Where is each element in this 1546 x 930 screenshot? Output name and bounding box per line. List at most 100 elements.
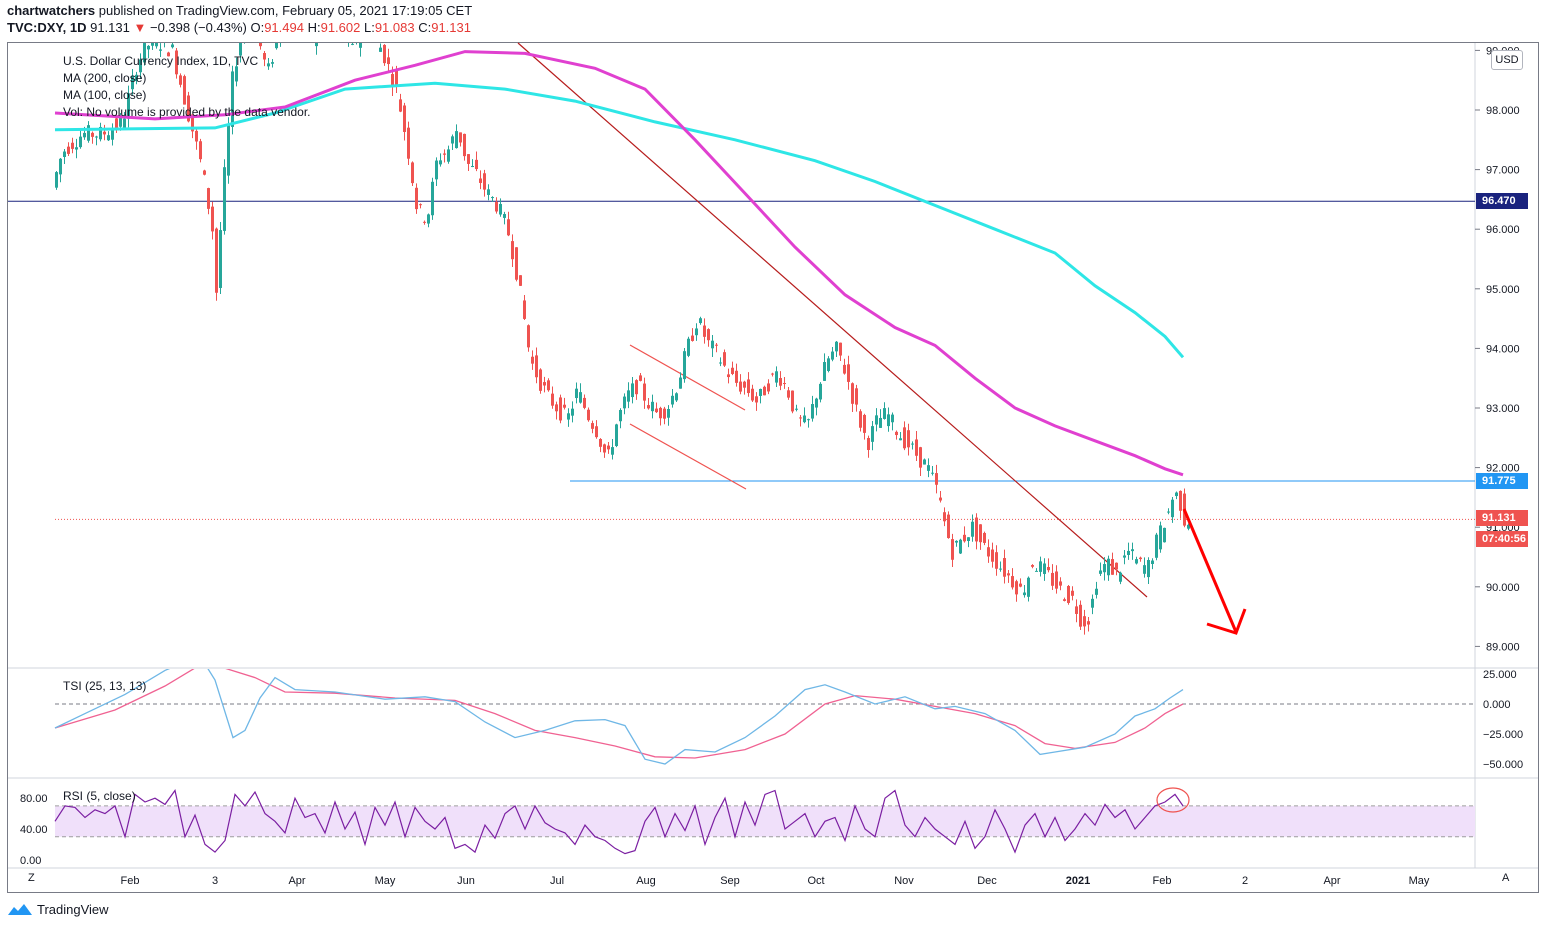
footer-brand[interactable]: TradingView <box>7 902 109 917</box>
candle-body <box>59 158 62 175</box>
candle-body <box>951 539 954 560</box>
currency-button[interactable]: USD <box>1491 50 1523 70</box>
candle-body <box>911 443 914 445</box>
candle-body <box>267 63 270 67</box>
candle-body <box>315 43 318 47</box>
published-text: published on TradingView.com, February 0… <box>98 3 473 18</box>
candle-body <box>483 173 486 190</box>
candle-body <box>1107 558 1110 576</box>
candle-body <box>427 214 430 224</box>
candle-body <box>67 146 70 154</box>
auto-scale-button[interactable]: A <box>1502 872 1510 884</box>
candle-body <box>627 390 630 402</box>
time-axis-tick: Feb <box>121 875 140 887</box>
candle-body <box>275 43 278 49</box>
candle-body <box>779 378 782 386</box>
legend-ma200[interactable]: MA (200, close) <box>63 71 147 85</box>
candle-body <box>827 358 830 371</box>
candle-body <box>455 131 458 149</box>
candle-body <box>1023 592 1026 596</box>
candle-body <box>303 29 306 36</box>
symbol-label: TVC:DXY, 1D <box>7 20 87 35</box>
rsi-axis-tick: 0.00 <box>20 855 41 867</box>
candle-body <box>811 404 814 419</box>
candle-body <box>499 203 502 215</box>
candle-body <box>919 447 922 468</box>
candle-body <box>867 437 870 450</box>
publisher-name[interactable]: chartwatchers <box>7 3 96 18</box>
candle-body <box>1091 598 1094 608</box>
candle-body <box>1103 564 1106 573</box>
candle-body <box>491 197 494 199</box>
price-change: −0.398 (−0.43%) <box>149 20 247 35</box>
candle-body <box>647 405 650 409</box>
price-axis-tick: 89.000 <box>1486 641 1520 653</box>
tsi-signal-line <box>54 669 1184 759</box>
legend-ma100[interactable]: MA (100, close) <box>63 88 147 102</box>
candle-body <box>475 159 478 170</box>
candle-body <box>1047 567 1050 571</box>
legend-vol[interactable]: Vol: No volume is provided by the data v… <box>63 105 311 119</box>
candle-body <box>207 188 210 209</box>
candle-body <box>947 514 950 539</box>
open-label: O: <box>250 20 265 35</box>
candle-body <box>799 417 802 419</box>
high-value: 91.602 <box>320 20 361 35</box>
candle-body <box>167 52 170 57</box>
candle-body <box>755 396 758 403</box>
candle-body <box>107 135 110 141</box>
legend-rsi[interactable]: RSI (5, close) <box>63 789 136 803</box>
candle-body <box>659 407 662 419</box>
candle-body <box>551 393 554 406</box>
candle-body <box>479 178 482 183</box>
candle-body <box>607 445 610 450</box>
candle-body <box>287 23 290 24</box>
candle-body <box>411 162 414 184</box>
candle-body <box>795 408 798 410</box>
candle-body <box>227 124 230 176</box>
candle-body <box>1015 581 1018 595</box>
candle-body <box>835 341 838 352</box>
candle-body <box>987 547 990 557</box>
candle-body <box>1059 581 1062 586</box>
zoom-reset-button[interactable]: Z <box>28 872 35 884</box>
candle-body <box>519 275 522 286</box>
candle-body <box>747 379 750 394</box>
time-axis-tick: May <box>1409 875 1430 887</box>
candle-body <box>1167 511 1170 513</box>
candle-body <box>995 552 998 569</box>
candle-body <box>175 50 178 75</box>
open-value: 91.494 <box>264 20 304 35</box>
candle-body <box>127 93 130 119</box>
candle-body <box>515 247 518 280</box>
candle-body <box>139 59 142 73</box>
candle-body <box>1035 570 1038 572</box>
candle-body <box>651 401 654 412</box>
candle-body <box>147 45 150 50</box>
candle-body <box>819 383 822 400</box>
candle-body <box>203 170 206 175</box>
candle-body <box>883 408 886 419</box>
candle-body <box>1027 577 1030 597</box>
candle-body <box>547 380 550 391</box>
candle-body <box>251 16 254 21</box>
candle-body <box>1079 604 1082 627</box>
rsi-axis-tick: 80.00 <box>20 793 48 805</box>
candle-body <box>347 36 350 39</box>
candle-body <box>967 537 970 542</box>
candle-body <box>751 388 754 401</box>
candle-body <box>635 380 638 395</box>
candle-body <box>715 344 718 346</box>
candle-body <box>103 131 106 135</box>
candle-body <box>531 356 534 364</box>
legend-tsi[interactable]: TSI (25, 13, 13) <box>63 679 147 693</box>
candle-body <box>327 20 330 29</box>
candle-body <box>1043 563 1046 574</box>
candle-body <box>423 221 426 223</box>
candle-body <box>1095 588 1098 595</box>
candle-body <box>763 386 766 396</box>
candle-body <box>1011 576 1014 588</box>
chart-frame[interactable] <box>7 42 1539 893</box>
candle-body <box>943 512 946 522</box>
